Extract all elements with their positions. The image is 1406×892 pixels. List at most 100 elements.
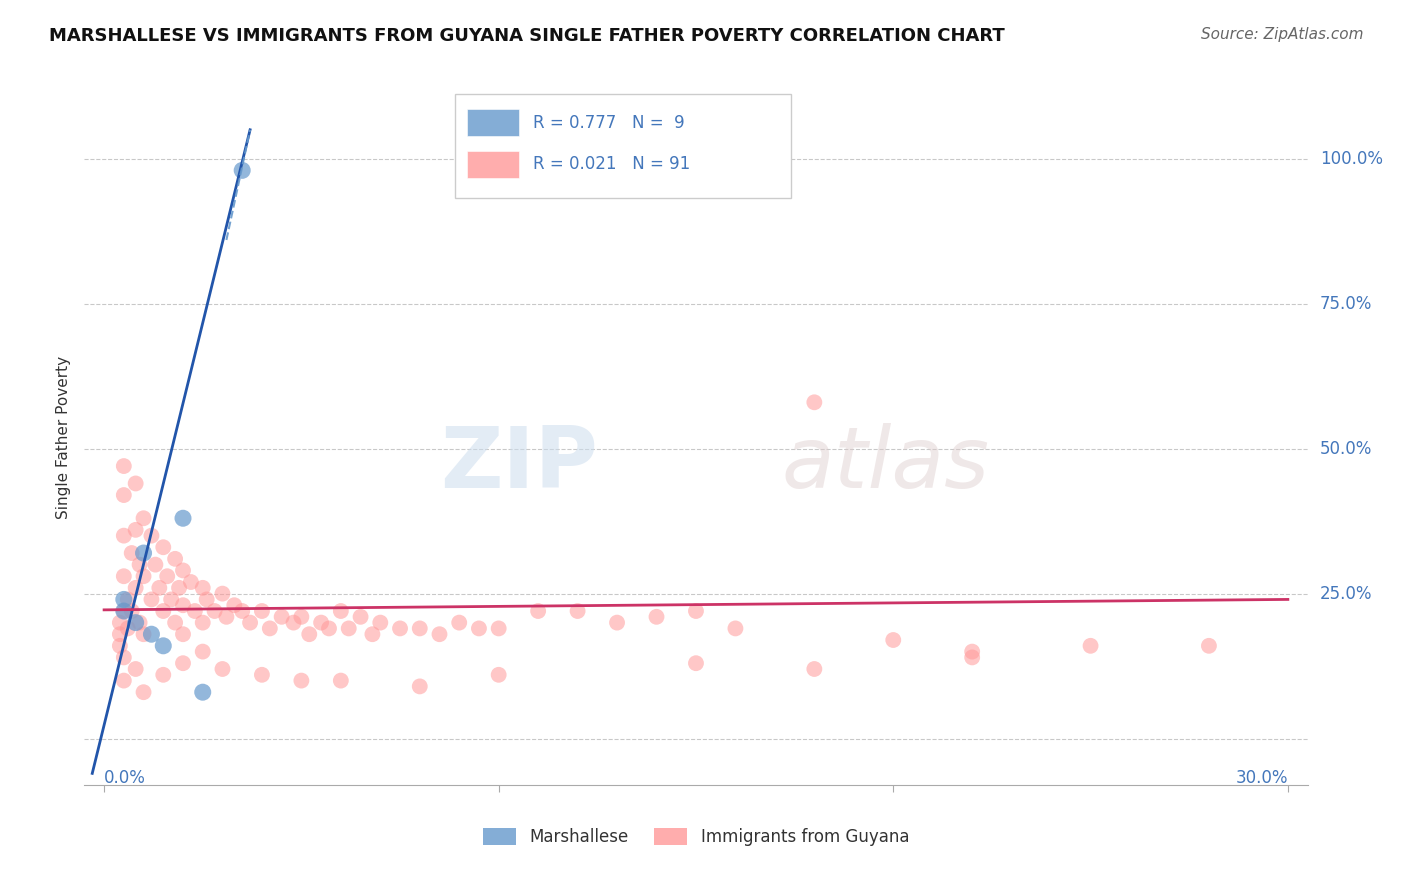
Point: [290, 610, 312, 624]
Point: [165, 615, 187, 630]
Text: 25.0%: 25.0%: [1320, 584, 1372, 603]
Bar: [467, 110, 519, 136]
Point: [141, 627, 163, 641]
Point: [172, 657, 194, 671]
Point: [1080, 639, 1102, 653]
Point: [124, 523, 146, 537]
Point: [141, 592, 163, 607]
Point: [184, 604, 207, 618]
Point: [259, 621, 281, 635]
Point: [112, 604, 135, 618]
Point: [224, 598, 246, 612]
Point: [211, 587, 233, 601]
Text: atlas: atlas: [782, 424, 990, 507]
Point: [685, 604, 707, 618]
Point: [132, 627, 155, 641]
Point: [141, 528, 163, 542]
Point: [132, 511, 155, 525]
Point: [803, 662, 825, 676]
Point: [191, 581, 214, 595]
Y-axis label: Single Father Poverty: Single Father Poverty: [56, 356, 72, 518]
Point: [337, 621, 360, 635]
Point: [112, 592, 135, 607]
Point: [409, 680, 432, 694]
Point: [152, 639, 174, 653]
Text: Source: ZipAtlas.com: Source: ZipAtlas.com: [1201, 27, 1364, 42]
Point: [449, 615, 471, 630]
Point: [145, 558, 167, 572]
Point: [132, 546, 155, 560]
Text: 100.0%: 100.0%: [1320, 150, 1384, 168]
Point: [318, 621, 340, 635]
Point: [132, 685, 155, 699]
Point: [124, 615, 146, 630]
Point: [172, 564, 194, 578]
Point: [117, 592, 139, 607]
Point: [211, 662, 233, 676]
Text: 0.0%: 0.0%: [104, 769, 146, 787]
Point: [361, 627, 384, 641]
Text: 30.0%: 30.0%: [1236, 769, 1288, 787]
Point: [368, 615, 391, 630]
Point: [724, 621, 747, 635]
Point: [645, 610, 668, 624]
Point: [606, 615, 628, 630]
Text: R = 0.021   N = 91: R = 0.021 N = 91: [533, 155, 690, 173]
Point: [124, 476, 146, 491]
Point: [231, 604, 253, 618]
Point: [960, 650, 983, 665]
Point: [108, 615, 131, 630]
Point: [329, 673, 352, 688]
Point: [124, 581, 146, 595]
Point: [152, 667, 174, 681]
Point: [488, 667, 510, 681]
Point: [112, 528, 135, 542]
Point: [112, 569, 135, 583]
Bar: [456, 94, 792, 198]
Point: [309, 615, 332, 630]
Point: [191, 615, 214, 630]
Point: [685, 657, 707, 671]
Point: [191, 644, 214, 658]
Point: [195, 592, 218, 607]
Bar: [467, 151, 519, 178]
Point: [112, 488, 135, 502]
Text: ZIP: ZIP: [440, 424, 598, 507]
Point: [298, 627, 321, 641]
Point: [172, 511, 194, 525]
Point: [409, 621, 432, 635]
Point: [124, 662, 146, 676]
Point: [132, 569, 155, 583]
Point: [128, 615, 150, 630]
Point: [349, 610, 371, 624]
Point: [117, 621, 139, 635]
Point: [112, 458, 135, 473]
Point: [215, 610, 238, 624]
Text: MARSHALLESE VS IMMIGRANTS FROM GUYANA SINGLE FATHER POVERTY CORRELATION CHART: MARSHALLESE VS IMMIGRANTS FROM GUYANA SI…: [49, 27, 1005, 45]
Point: [239, 615, 262, 630]
Point: [172, 598, 194, 612]
Point: [112, 650, 135, 665]
Point: [112, 673, 135, 688]
Point: [250, 667, 273, 681]
Point: [112, 604, 135, 618]
Point: [121, 604, 143, 618]
Point: [191, 685, 214, 699]
Point: [121, 546, 143, 560]
Point: [270, 610, 292, 624]
Point: [429, 627, 451, 641]
Point: [204, 604, 226, 618]
Point: [128, 558, 150, 572]
Point: [329, 604, 352, 618]
Point: [488, 621, 510, 635]
Point: [389, 621, 412, 635]
Point: [567, 604, 589, 618]
Point: [156, 569, 179, 583]
Text: 50.0%: 50.0%: [1320, 440, 1372, 458]
Point: [1198, 639, 1220, 653]
Point: [468, 621, 491, 635]
Point: [172, 627, 194, 641]
Point: [231, 163, 253, 178]
Point: [167, 581, 190, 595]
Point: [160, 592, 183, 607]
